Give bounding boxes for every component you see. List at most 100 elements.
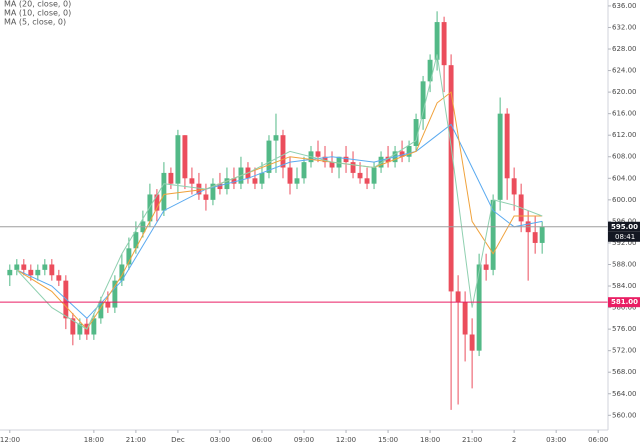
candle-body (420, 81, 426, 120)
candle-body (126, 248, 132, 265)
candle-body (406, 145, 412, 157)
candle-body (14, 264, 20, 270)
x-tick-label: 12:00 (336, 436, 356, 444)
candle-body (168, 172, 174, 184)
y-tick-label: 588.00 (612, 260, 637, 268)
x-tick-label: 21:00 (126, 436, 146, 444)
candle-body (133, 232, 139, 249)
candle-body (343, 156, 349, 163)
x-tick-label: 06:00 (252, 436, 272, 444)
candle-body (154, 194, 160, 211)
candle-body (7, 269, 13, 276)
candle-body (119, 264, 125, 281)
candle-body (217, 183, 223, 190)
y-tick-label: 616.00 (612, 110, 637, 118)
x-tick-label: 03:00 (546, 436, 566, 444)
candle-body (56, 275, 62, 281)
x-tick-label: 12:00 (0, 436, 20, 444)
candle-body (98, 302, 104, 319)
price-label-box (608, 297, 640, 308)
x-tick-label: Dec (171, 436, 185, 444)
candle-body (434, 22, 440, 60)
candle-body (497, 113, 503, 200)
candle-body (42, 264, 48, 270)
y-tick-label: 624.00 (612, 67, 637, 75)
candle-body (182, 135, 188, 179)
candle-body (455, 291, 461, 303)
y-tick-label: 620.00 (612, 88, 637, 96)
candle-body (259, 172, 265, 184)
candle-body (378, 156, 384, 168)
countdown: 08:41 (615, 233, 635, 241)
y-tick-label: 628.00 (612, 45, 637, 53)
candle-body (385, 156, 391, 163)
candle-body (490, 199, 496, 270)
y-tick-label: 568.00 (612, 368, 637, 376)
y-tick-label: 608.00 (612, 153, 637, 161)
candle-body (448, 65, 454, 292)
candle-body (364, 178, 370, 184)
candle-body (532, 232, 538, 243)
candle-body (273, 135, 279, 141)
candle-body (203, 194, 209, 200)
candle-body (413, 119, 419, 146)
legend-ma20: MA (20, close, 0) (4, 0, 71, 9)
x-tick-label: 15:00 (378, 436, 398, 444)
candle-body (504, 113, 510, 179)
candle-body (91, 318, 97, 335)
candle-body (469, 334, 475, 351)
candle-body (476, 264, 482, 351)
candle-body (112, 280, 118, 308)
y-tick-label: 584.00 (612, 282, 637, 290)
y-tick-label: 560.00 (612, 411, 637, 419)
x-tick-label: 03:00 (210, 436, 230, 444)
candle-body (175, 135, 181, 184)
x-tick-label: 2 (512, 436, 516, 444)
candle-body (35, 269, 41, 276)
x-tick-label: 21:00 (462, 436, 482, 444)
candle-body (483, 264, 489, 270)
y-tick-label: 596.00 (612, 217, 637, 225)
y-tick-label: 576.00 (612, 325, 637, 333)
candle-body (350, 162, 356, 173)
y-tick-label: 632.00 (612, 23, 637, 31)
y-tick-label: 600.00 (612, 196, 637, 204)
y-tick-label: 636.00 (612, 2, 637, 10)
candle-body (280, 135, 286, 168)
candle-body (511, 178, 517, 195)
candle-body (371, 167, 377, 184)
candle-body (357, 172, 363, 179)
candle-body (462, 302, 468, 335)
candle-body (70, 318, 76, 335)
x-tick-label: 18:00 (420, 436, 440, 444)
y-tick-label: 572.00 (612, 347, 637, 355)
candle-body (77, 323, 83, 335)
candle-body (294, 178, 300, 184)
price-label: 581.00 (611, 298, 638, 306)
candle-body (161, 172, 167, 211)
legend-ma10: MA (10, close, 0) (4, 9, 71, 18)
candle-body (399, 151, 405, 157)
y-tick-label: 592.00 (612, 239, 637, 247)
y-tick-label: 612.00 (612, 131, 637, 139)
candle-body (231, 178, 237, 184)
price-label-box (608, 221, 640, 232)
candle-body (315, 151, 321, 157)
candle-body (427, 59, 433, 82)
y-tick-label: 564.00 (612, 390, 637, 398)
candle-body (28, 269, 34, 276)
plot-area (0, 11, 608, 410)
x-tick-label: 06:00 (588, 436, 608, 444)
candle-body (196, 183, 202, 195)
x-tick-label: 09:00 (294, 436, 314, 444)
candle-body (189, 178, 195, 184)
candle-body (210, 183, 216, 200)
candle-body (301, 162, 307, 179)
ma-line (16, 54, 543, 330)
price-label: 595.00 (611, 223, 638, 231)
candle-body (322, 156, 328, 163)
countdown-box (608, 231, 640, 242)
candle-body (252, 178, 258, 184)
